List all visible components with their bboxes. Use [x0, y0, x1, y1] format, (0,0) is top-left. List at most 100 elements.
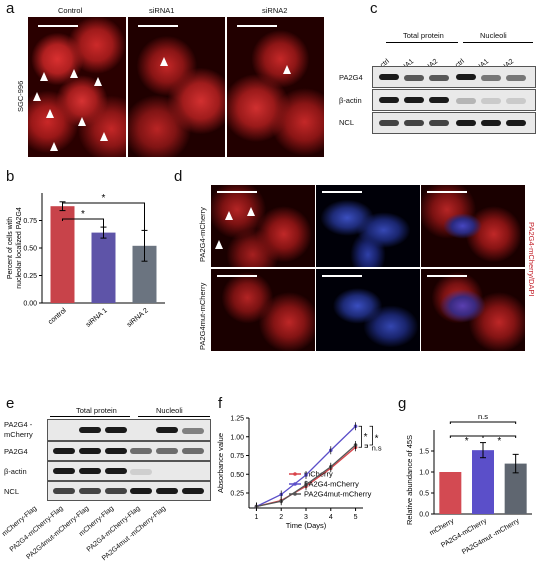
significance-star: * [375, 434, 379, 445]
y-tick-label: 0.00 [23, 301, 37, 308]
western-blot-e-fusion [47, 419, 211, 441]
y-axis-label: Percent of cells with nucleolar localized… [7, 207, 23, 289]
arrowhead-icon [78, 117, 86, 126]
y-axis-label: Absorbance value [216, 433, 225, 493]
significance-bracket [369, 425, 373, 446]
panel-d-row-label-mut: PA2G4mut-mCherry [198, 282, 207, 350]
western-blot-e-actin [47, 461, 211, 481]
panel-a-title-control: Control [58, 6, 83, 15]
legend-label: PA2G4-mCherry [304, 480, 359, 489]
arrowhead-icon [247, 207, 255, 216]
panel-label-e: e [6, 395, 15, 412]
panel-e-row-pa2g4: PA2G4 [4, 447, 28, 456]
panel-a-cell-line-label: SGC-996 [16, 80, 25, 112]
panel-c-row-actin: β-actin [339, 96, 362, 105]
scale-bar [427, 191, 467, 193]
significance-bracket [364, 444, 368, 448]
y-tick-label: 0.50 [23, 246, 37, 253]
group-underline [50, 416, 130, 417]
panel-c-row-ncl: NCL [339, 118, 355, 127]
significance-star: * [102, 193, 106, 204]
bar [472, 450, 494, 514]
significance-bracket [62, 218, 104, 233]
legend-marker [293, 492, 297, 496]
x-tick-label: 4 [329, 514, 333, 521]
micrograph-d-mut-red [211, 269, 315, 351]
y-tick-label: 0.75 [230, 453, 244, 460]
scale-bar [217, 191, 257, 193]
arrowhead-icon [100, 132, 108, 141]
panel-e-row-actin: β-actin [4, 467, 27, 476]
micrograph-d-wt-dapi [316, 185, 420, 267]
scale-bar [217, 275, 257, 277]
y-tick-label: 0.50 [230, 472, 244, 479]
micrograph-sirna2 [227, 17, 324, 157]
arrowhead-icon [283, 65, 291, 74]
panel-d-channel-label: PA2G4-mCherry/DAPI [527, 222, 536, 297]
x-tick-label: mCherry [429, 517, 456, 537]
panel-a-title-sirna1: siRNA1 [149, 6, 175, 15]
micrograph-d-mut-dapi [316, 269, 420, 351]
y-tick-label: 1.00 [230, 434, 244, 441]
micrograph-control [28, 17, 126, 157]
significance-star: * [81, 209, 85, 220]
x-tick-label: 2 [279, 514, 283, 521]
western-blot-actin [372, 89, 536, 111]
legend-label: mCherry [304, 470, 333, 479]
micrograph-d-wt-merge [421, 185, 525, 267]
bar [439, 472, 462, 514]
panel-label-a: a [6, 0, 15, 17]
micrograph-d-wt-red [211, 185, 315, 267]
scale-bar [237, 25, 277, 27]
y-axis-label: Relative abundance of 45S [405, 435, 414, 525]
arrowhead-icon [40, 72, 48, 81]
x-tick-label: siRNA 1 [85, 307, 109, 329]
arrowhead-icon [50, 142, 58, 151]
x-tick-label: 5 [354, 514, 358, 521]
significance-star: * [465, 436, 469, 447]
scale-bar [322, 275, 362, 277]
micrograph-d-mut-merge [421, 269, 525, 351]
y-tick-label: 1.5 [419, 449, 429, 456]
panel-label-d: d [174, 168, 183, 185]
y-tick-label: 1.0 [419, 470, 429, 477]
panel-label-g: g [398, 395, 407, 412]
group-underline [386, 42, 458, 43]
western-blot-e-pa2g4 [47, 441, 211, 461]
y-tick-label: 0.0 [419, 512, 429, 519]
significance-bracket [358, 425, 362, 448]
legend-marker [293, 472, 297, 476]
panel-d-row-label-wt: PA2G4-mCherry [198, 207, 207, 262]
panel-e-row-fusion: PA2G4 -mCherry [4, 420, 33, 439]
x-tick-label: siRNA 2 [126, 307, 150, 329]
y-tick-label: 1.25 [230, 416, 244, 423]
panel-label-b: b [6, 168, 15, 185]
scale-bar [427, 275, 467, 277]
arrowhead-icon [225, 211, 233, 220]
arrowhead-icon [33, 92, 41, 101]
significance-bracket [449, 421, 517, 424]
panel-a-title-sirna2: siRNA2 [262, 6, 288, 15]
x-tick-label: 1 [254, 514, 258, 521]
scale-bar [38, 25, 78, 27]
y-tick-label: 0.25 [230, 491, 244, 498]
legend-label: PA2G4mut-mCherry [304, 490, 372, 499]
scale-bar [138, 25, 178, 27]
panel-e-group-total: Total protein [76, 406, 117, 415]
panel-e-group-nucleoli: Nucleoli [156, 406, 183, 415]
chart-g: 0.0 0.5 1.0 1.5 Relative abundance of 45S mCh… [405, 412, 532, 556]
x-axis-label: Time (Days) [286, 521, 327, 530]
chart-f: 0.25 0.50 0.75 1.00 1.25 1 2 3 4 5 Time (Days) Abso… [216, 416, 382, 531]
significance-bracket [482, 435, 517, 438]
scale-bar [322, 191, 362, 193]
group-underline [463, 42, 533, 43]
panel-label-c: c [370, 0, 378, 17]
bar [50, 206, 75, 303]
significance-star: * [497, 436, 501, 447]
panel-c-group-nucleoli: Nucleoli [480, 31, 507, 40]
bar [504, 463, 527, 514]
western-blot-ncl [372, 112, 536, 134]
micrograph-sirna1 [128, 17, 225, 157]
western-blot-pa2g4 [372, 66, 536, 88]
